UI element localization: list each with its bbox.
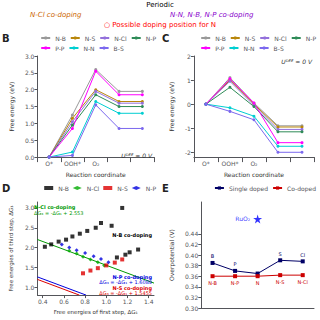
svg-text:Single doped: Single doped: [229, 185, 268, 193]
svg-text:P: P: [234, 261, 237, 267]
svg-text:N-S: N-S: [276, 279, 285, 285]
svg-text:N-S: N-S: [117, 185, 128, 192]
svg-text:0.36: 0.36: [185, 273, 199, 280]
svg-text:N-N: N-N: [83, 45, 94, 52]
svg-text:Co-doped: Co-doped: [287, 185, 316, 193]
svg-text:N-Cl co-doping: N-Cl co-doping: [30, 11, 82, 19]
svg-text:OOH*: OOH*: [64, 160, 81, 167]
svg-text:-1: -1: [185, 125, 191, 132]
svg-text:2.5: 2.5: [25, 224, 35, 231]
svg-text:E: E: [162, 183, 169, 194]
svg-text:N-P: N-P: [146, 185, 157, 192]
svg-text:N-B: N-B: [55, 35, 66, 42]
svg-text:O₂: O₂: [92, 160, 100, 167]
svg-text:0.34: 0.34: [185, 283, 199, 290]
svg-text:3.0: 3.0: [24, 204, 35, 212]
svg-text:2.0: 2.0: [25, 86, 35, 93]
svg-text:B-S: B-S: [114, 45, 124, 52]
svg-text:N-S: N-S: [85, 35, 96, 42]
svg-text:N-B: N-B: [215, 35, 226, 42]
svg-text:Free energies of first step, Δ: Free energies of first step, ΔG₁: [54, 309, 138, 316]
svg-text:1.5: 1.5: [25, 264, 35, 271]
svg-text:2.5: 2.5: [25, 69, 35, 76]
svg-text:N-Cl co-doping: N-Cl co-doping: [34, 203, 76, 210]
svg-text:0.6: 0.6: [59, 298, 69, 305]
svg-text:N-P co-doping: N-P co-doping: [112, 273, 152, 280]
svg-text:ΔG₃ = -ΔG₁ + 1.5455: ΔG₃ = -ΔG₁ + 1.5455: [99, 290, 152, 296]
svg-text:RuO₂: RuO₂: [235, 215, 250, 222]
svg-text:N-Cl: N-Cl: [114, 35, 127, 42]
svg-text:1.0: 1.0: [102, 298, 112, 305]
svg-text:Uᴰᴱᴱ = 0 V: Uᴰᴱᴱ = 0 V: [121, 152, 153, 159]
svg-text:S: S: [279, 251, 282, 257]
svg-text:0.38: 0.38: [185, 262, 199, 269]
svg-text:N-B: N-B: [58, 185, 69, 192]
svg-text:B: B: [2, 33, 10, 44]
svg-text:0.8: 0.8: [80, 298, 90, 305]
svg-text:N: N: [256, 280, 260, 286]
svg-text:Free energies of third step, Δ: Free energies of third step, ΔG₃: [8, 205, 15, 291]
svg-text:Reaction coordinate: Reaction coordinate: [224, 171, 284, 178]
svg-text:0.0: 0.0: [25, 154, 35, 161]
svg-text:P-P: P-P: [215, 45, 225, 52]
svg-text:3.0: 3.0: [25, 53, 35, 60]
svg-text:Reaction coordinate: Reaction coordinate: [66, 171, 126, 178]
svg-text:N-Cl: N-Cl: [298, 279, 308, 285]
svg-text:0.40: 0.40: [185, 252, 199, 259]
svg-text:Free energy (eV): Free energy (eV): [168, 82, 176, 132]
svg-text:○ Possible doping position for: ○ Possible doping position for N: [104, 21, 216, 29]
svg-text:1.2: 1.2: [123, 298, 133, 305]
svg-text:2.0: 2.0: [25, 244, 35, 251]
svg-text:O*: O*: [45, 160, 53, 167]
svg-text:Periodic: Periodic: [146, 1, 174, 9]
svg-text:N-P: N-P: [146, 35, 157, 42]
svg-text:0.5: 0.5: [25, 137, 35, 144]
svg-text:N-S: N-S: [245, 35, 256, 42]
svg-text:1.4: 1.4: [144, 298, 154, 305]
svg-text:0.4: 0.4: [38, 298, 48, 305]
svg-text:N-P: N-P: [231, 280, 240, 286]
svg-text:1.0: 1.0: [25, 120, 35, 127]
svg-text:O*: O*: [202, 160, 210, 167]
svg-text:C: C: [162, 33, 169, 44]
svg-text:P-P: P-P: [55, 45, 65, 52]
svg-text:OOH*: OOH*: [221, 160, 238, 167]
svg-text:N-N, N-B, N-P co-doping: N-N, N-B, N-P co-doping: [170, 11, 254, 19]
svg-text:-2: -2: [185, 149, 191, 156]
svg-text:N-N: N-N: [243, 45, 254, 52]
svg-text:Overpotential (V): Overpotential (V): [168, 229, 176, 281]
svg-text:Free energy (eV): Free energy (eV): [8, 82, 16, 132]
svg-text:0.44: 0.44: [185, 230, 199, 237]
svg-text:Cl: Cl: [300, 252, 305, 258]
svg-text:N-Cl: N-Cl: [274, 35, 287, 42]
svg-text:1.0: 1.0: [25, 284, 35, 291]
svg-text:O₂: O₂: [250, 160, 258, 167]
svg-text:Uᴰᴱᴱ = 0 V: Uᴰᴱᴱ = 0 V: [281, 58, 313, 65]
svg-text:1: 1: [187, 77, 191, 84]
svg-text:0.42: 0.42: [185, 241, 199, 248]
svg-text:B: B: [211, 253, 215, 259]
svg-text:B-S: B-S: [274, 45, 284, 52]
svg-text:1.5: 1.5: [25, 103, 35, 110]
svg-text:N-Cl: N-Cl: [87, 185, 100, 192]
svg-text:ΔG₃ = -ΔG₁ + 1.6089: ΔG₃ = -ΔG₁ + 1.6089: [99, 279, 152, 285]
svg-text:ΔG₃ = -ΔG₁ + 2.553: ΔG₃ = -ΔG₁ + 2.553: [34, 210, 83, 216]
svg-text:D: D: [2, 183, 10, 194]
svg-text:N-P: N-P: [306, 35, 317, 42]
svg-text:2: 2: [187, 53, 191, 60]
svg-text:N-B co-doping: N-B co-doping: [112, 232, 152, 239]
svg-text:0.32: 0.32: [185, 294, 199, 301]
svg-text:0: 0: [187, 101, 191, 108]
svg-text:0.30: 0.30: [185, 305, 199, 312]
svg-text:N-B: N-B: [208, 280, 217, 286]
svg-text:N-S co-doping: N-S co-doping: [112, 284, 152, 291]
